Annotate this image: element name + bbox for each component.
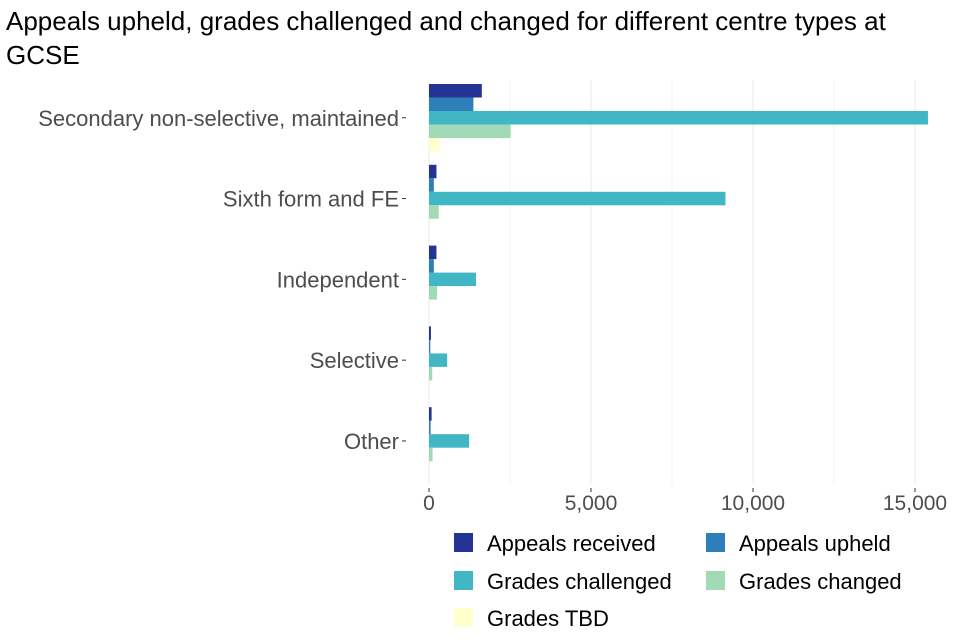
bars: Appeals received: 1630Appeals upheld: 13… [429, 84, 928, 462]
bar-appeals-upheld: Appeals upheld: 150 [429, 259, 434, 273]
legend-swatch [706, 533, 725, 552]
category-label: Independent [277, 267, 399, 292]
bar-appeals-upheld: Appeals upheld: 150 [429, 178, 434, 192]
bar-grades-changed: Grades changed: 250 [429, 286, 438, 300]
bar-grades-changed: Grades changed: 110 [429, 447, 433, 462]
bar-grades-challenged: Grades challenged: 560 [429, 353, 448, 367]
category-label: Selective [310, 348, 399, 373]
x-tick-label: 0 [423, 492, 435, 515]
legend-label: Appeals upheld [739, 531, 891, 556]
x-tick-label: 5,000 [565, 492, 618, 515]
category-label: Sixth form and FE [223, 187, 399, 212]
category-label: Other [344, 429, 399, 454]
bar-appeals-upheld: Appeals upheld: 1370 [429, 97, 474, 111]
bar-grades-challenged: Grades challenged: 9150 [429, 191, 726, 206]
bar-grades-changed: Grades changed: 100 [429, 366, 433, 381]
legend-label: Grades TBD [487, 606, 609, 631]
legend-label: Grades challenged [487, 569, 672, 594]
bar-grades-changed: Grades changed: 2520 [429, 124, 511, 138]
bar-appeals-received: Appeals received: 1630 [429, 84, 482, 98]
bar-appeals-received: Appeals received: 60 [429, 326, 431, 340]
legend: Appeals received Appeals upheld Grades cha… [454, 531, 902, 631]
bar-appeals-received: Appeals received: 230 [429, 164, 437, 179]
x-axis-ticks: 0 5,000 10,000 15,000 [423, 488, 947, 515]
bar-appeals-upheld: Appeals upheld: 50 [429, 420, 431, 435]
bar-grades-changed: Grades changed: 300 [429, 205, 439, 219]
bar-appeals-upheld: Appeals upheld: 40 [429, 339, 431, 354]
x-tick-label: 10,000 [721, 492, 785, 515]
bar-grades-challenged: Grades challenged: 1240 [429, 434, 470, 448]
legend-swatch [454, 533, 473, 552]
category-labels: Secondary non-selective, maintained Sixth… [38, 106, 406, 454]
category-label: Secondary non-selective, maintained [38, 106, 399, 131]
bar-grades-challenged: Grades challenged: 1450 [429, 272, 476, 287]
legend-label: Appeals received [487, 531, 656, 556]
legend-swatch [706, 571, 725, 590]
bar-grades-challenged: Grades challenged: 15400 [429, 111, 928, 125]
bar-appeals-received: Appeals received: 230 [429, 245, 437, 260]
bar-appeals-received: Appeals received: 80 [429, 407, 432, 421]
gridlines [428, 80, 916, 484]
chart-title: Appeals upheld, grades challenged and ch… [6, 6, 886, 70]
bar-grades-tbd: Grades TBD: 330 [429, 138, 440, 152]
legend-label: Grades changed [739, 569, 902, 594]
legend-swatch [454, 571, 473, 590]
x-tick-label: 15,000 [883, 492, 947, 515]
legend-swatch [454, 608, 473, 627]
